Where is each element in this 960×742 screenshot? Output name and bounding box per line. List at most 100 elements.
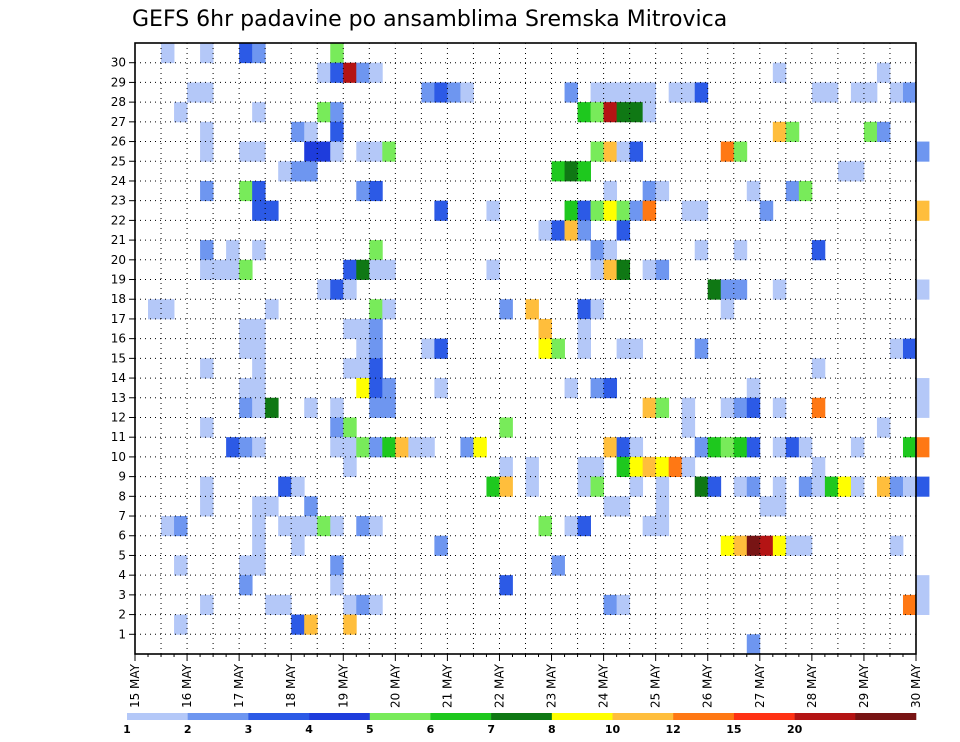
heatmap-cell <box>629 476 644 497</box>
heatmap-cell <box>616 594 631 615</box>
heatmap-cell <box>733 476 748 497</box>
heatmap-cell <box>252 496 266 517</box>
heatmap-cell <box>200 259 214 280</box>
heatmap-cell <box>304 161 318 182</box>
y-tick-label: 17 <box>111 312 126 326</box>
heatmap-cell <box>772 437 787 458</box>
heatmap-cell <box>577 476 591 497</box>
heatmap-cell <box>759 496 774 517</box>
heatmap-cell <box>239 575 253 596</box>
heatmap-cell <box>824 476 839 497</box>
chart-title: GEFS 6hr padavine po ansamblima Sremska … <box>132 7 727 32</box>
heatmap-cell <box>694 82 709 103</box>
heatmap-cell <box>642 200 657 221</box>
heatmap-cell <box>577 516 591 537</box>
heatmap-cell <box>850 161 865 182</box>
heatmap-cell <box>148 299 162 320</box>
heatmap-cell <box>252 200 266 221</box>
heatmap-cell <box>642 180 657 202</box>
heatmap-cell <box>239 318 253 340</box>
legend-swatch <box>248 713 310 720</box>
heatmap-cell <box>369 259 383 280</box>
heatmap-cell <box>746 378 761 399</box>
heatmap-cell <box>694 476 709 497</box>
heatmap-cell <box>330 43 344 64</box>
heatmap-cell <box>356 62 370 83</box>
heatmap-cell <box>616 259 631 280</box>
heatmap-cell <box>902 476 917 497</box>
heatmap-cell <box>603 378 618 399</box>
heatmap-cell <box>772 121 787 142</box>
heatmap-cell <box>603 437 618 458</box>
heatmap-cell <box>343 594 357 615</box>
heatmap-cell <box>291 476 305 497</box>
heatmap-cell <box>252 240 266 261</box>
heatmap-cell <box>850 82 865 103</box>
heatmap-cell <box>291 161 305 182</box>
heatmap-cell <box>382 141 396 162</box>
heatmap-cell <box>694 240 709 261</box>
heatmap-cell <box>200 594 214 615</box>
heatmap-cell <box>642 456 657 478</box>
heatmap-cell <box>200 141 214 162</box>
heatmap-cell <box>538 516 552 537</box>
heatmap-cell <box>369 299 383 320</box>
heatmap-cell <box>252 141 266 162</box>
heatmap-cell <box>486 200 500 221</box>
x-tick-label: 19 MAY <box>336 663 350 708</box>
heatmap-cell <box>369 397 383 418</box>
heatmap-cell <box>551 220 565 241</box>
heatmap-cell <box>811 476 826 497</box>
heatmap-cell <box>239 397 253 418</box>
y-tick-label: 21 <box>111 233 126 247</box>
heatmap-cell <box>434 378 448 399</box>
x-tick-label: 16 MAY <box>180 663 194 708</box>
heatmap-cell <box>811 397 826 418</box>
heatmap-cell <box>343 456 357 478</box>
heatmap-cell <box>668 456 683 478</box>
legend-label: 10 <box>605 723 621 736</box>
heatmap-cell <box>916 397 930 418</box>
x-tick-label: 18 MAY <box>284 663 298 708</box>
heatmap-cell <box>421 338 435 359</box>
heatmap-cell <box>304 516 318 537</box>
heatmap-cell <box>655 259 670 280</box>
heatmap-cell <box>603 200 618 221</box>
x-tick-label: 17 MAY <box>232 663 246 708</box>
heatmap-cell <box>356 259 370 280</box>
heatmap-cell <box>239 555 253 576</box>
heatmap-cell <box>369 240 383 261</box>
heatmap-cell <box>252 516 266 537</box>
heatmap-cell <box>577 318 591 340</box>
heatmap-cell <box>330 102 344 123</box>
heatmap-cell <box>733 397 748 418</box>
legend-label: 4 <box>305 723 313 736</box>
heatmap-cell <box>356 358 370 379</box>
heatmap-cell <box>577 299 591 320</box>
heatmap-cell <box>356 516 370 537</box>
heatmap-cell <box>746 634 761 655</box>
heatmap-cell <box>499 299 513 320</box>
heatmap-cell <box>863 121 878 142</box>
heatmap-cell <box>369 358 383 379</box>
heatmap-cell <box>538 318 552 340</box>
heatmap-cell <box>239 378 253 399</box>
heatmap-cell <box>174 516 188 537</box>
heatmap-cell <box>395 437 409 458</box>
y-axis: 1234567891011121314151617181920212223242… <box>111 56 135 641</box>
heatmap-cell <box>772 496 787 517</box>
heatmap-cell <box>239 141 253 162</box>
heatmap-cell <box>746 535 761 556</box>
heatmap-cell <box>226 437 240 458</box>
heatmap-cell <box>642 516 657 537</box>
heatmap-cell <box>252 43 266 64</box>
heatmap-cell <box>265 200 279 221</box>
legend-swatch <box>551 713 613 720</box>
heatmap-cell <box>603 240 618 261</box>
heatmap-cell <box>603 82 618 103</box>
legend-label: 1 <box>123 723 131 736</box>
heatmap-cell <box>577 200 591 221</box>
heatmap-cell <box>876 476 891 497</box>
heatmap-cell <box>916 378 930 399</box>
heatmap-cell <box>330 141 344 162</box>
